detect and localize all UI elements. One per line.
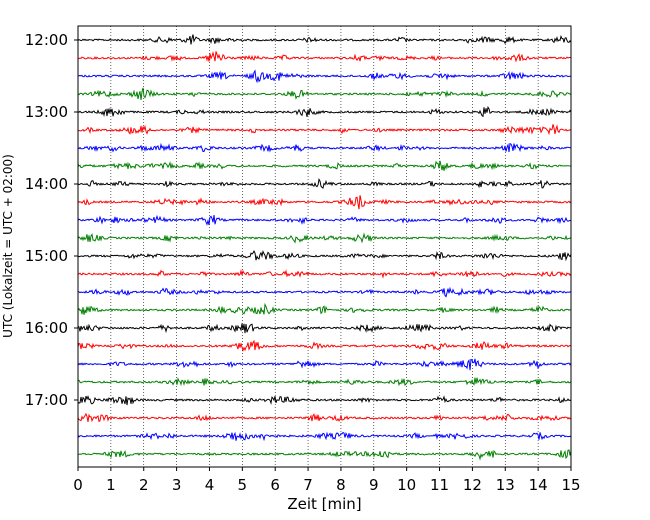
- trace-line: [77, 339, 572, 352]
- y-tick-label: 16:00: [25, 319, 68, 337]
- trace-line: [77, 34, 572, 45]
- trace-line: [77, 214, 572, 226]
- trace-line: [77, 358, 572, 371]
- x-tick-label: 0: [73, 476, 83, 494]
- x-tick-label: 8: [336, 476, 346, 494]
- trace-line: [77, 431, 572, 442]
- trace-line: [77, 142, 572, 153]
- y-tick-label: 17:00: [25, 391, 68, 409]
- trace-line: [77, 105, 572, 118]
- trace-line: [77, 377, 572, 387]
- trace-line: [77, 124, 572, 136]
- trace-line: [77, 87, 572, 101]
- x-tick-label: 4: [205, 476, 215, 494]
- y-tick-label: 15:00: [25, 247, 68, 265]
- trace-line: [77, 195, 572, 210]
- trace-line: [77, 232, 572, 244]
- x-tick-label: 6: [270, 476, 280, 494]
- y-tick-label: 13:00: [25, 103, 68, 121]
- x-tick-label: 15: [561, 476, 580, 494]
- trace-line: [77, 178, 572, 189]
- x-tick-label: 7: [303, 476, 313, 494]
- plot-frame: [77, 25, 572, 468]
- x-tick-label: 2: [139, 476, 149, 494]
- trace-line: [77, 323, 572, 334]
- y-axis-title: UTC (Lokalzeit = UTC + 02:00): [1, 154, 15, 338]
- x-tick-label: 9: [369, 476, 379, 494]
- x-tick-label: 10: [397, 476, 416, 494]
- x-tick-label: 3: [172, 476, 182, 494]
- x-tick-label: 11: [430, 476, 449, 494]
- x-tick-label: 5: [238, 476, 248, 494]
- x-tick-label: 1: [106, 476, 116, 494]
- trace-group: [77, 34, 572, 461]
- x-axis-title: Zeit [min]: [287, 495, 361, 513]
- trace-line: [77, 395, 572, 406]
- x-tick-label: 12: [463, 476, 482, 494]
- y-tick-label: 14:00: [25, 175, 68, 193]
- x-tick-label: 13: [496, 476, 515, 494]
- x-axis: 0 1 2 3 4 5 6 7 8 9 10 11 12 13 14 15: [73, 467, 581, 494]
- y-tick-label: 12:00: [25, 31, 68, 49]
- x-tick-label: 14: [529, 476, 548, 494]
- trace-line: [77, 286, 572, 298]
- trace-line: [77, 69, 572, 84]
- trace-line: [77, 449, 572, 461]
- trace-line: [77, 269, 572, 279]
- trace-line: [77, 412, 572, 423]
- trace-line: [77, 302, 572, 315]
- trace-line: [77, 160, 572, 171]
- trace-line: [77, 250, 572, 262]
- y-axis: 12:00 13:00 14:00 15:00 16:00 17:00: [25, 31, 78, 409]
- trace-line: [77, 51, 572, 63]
